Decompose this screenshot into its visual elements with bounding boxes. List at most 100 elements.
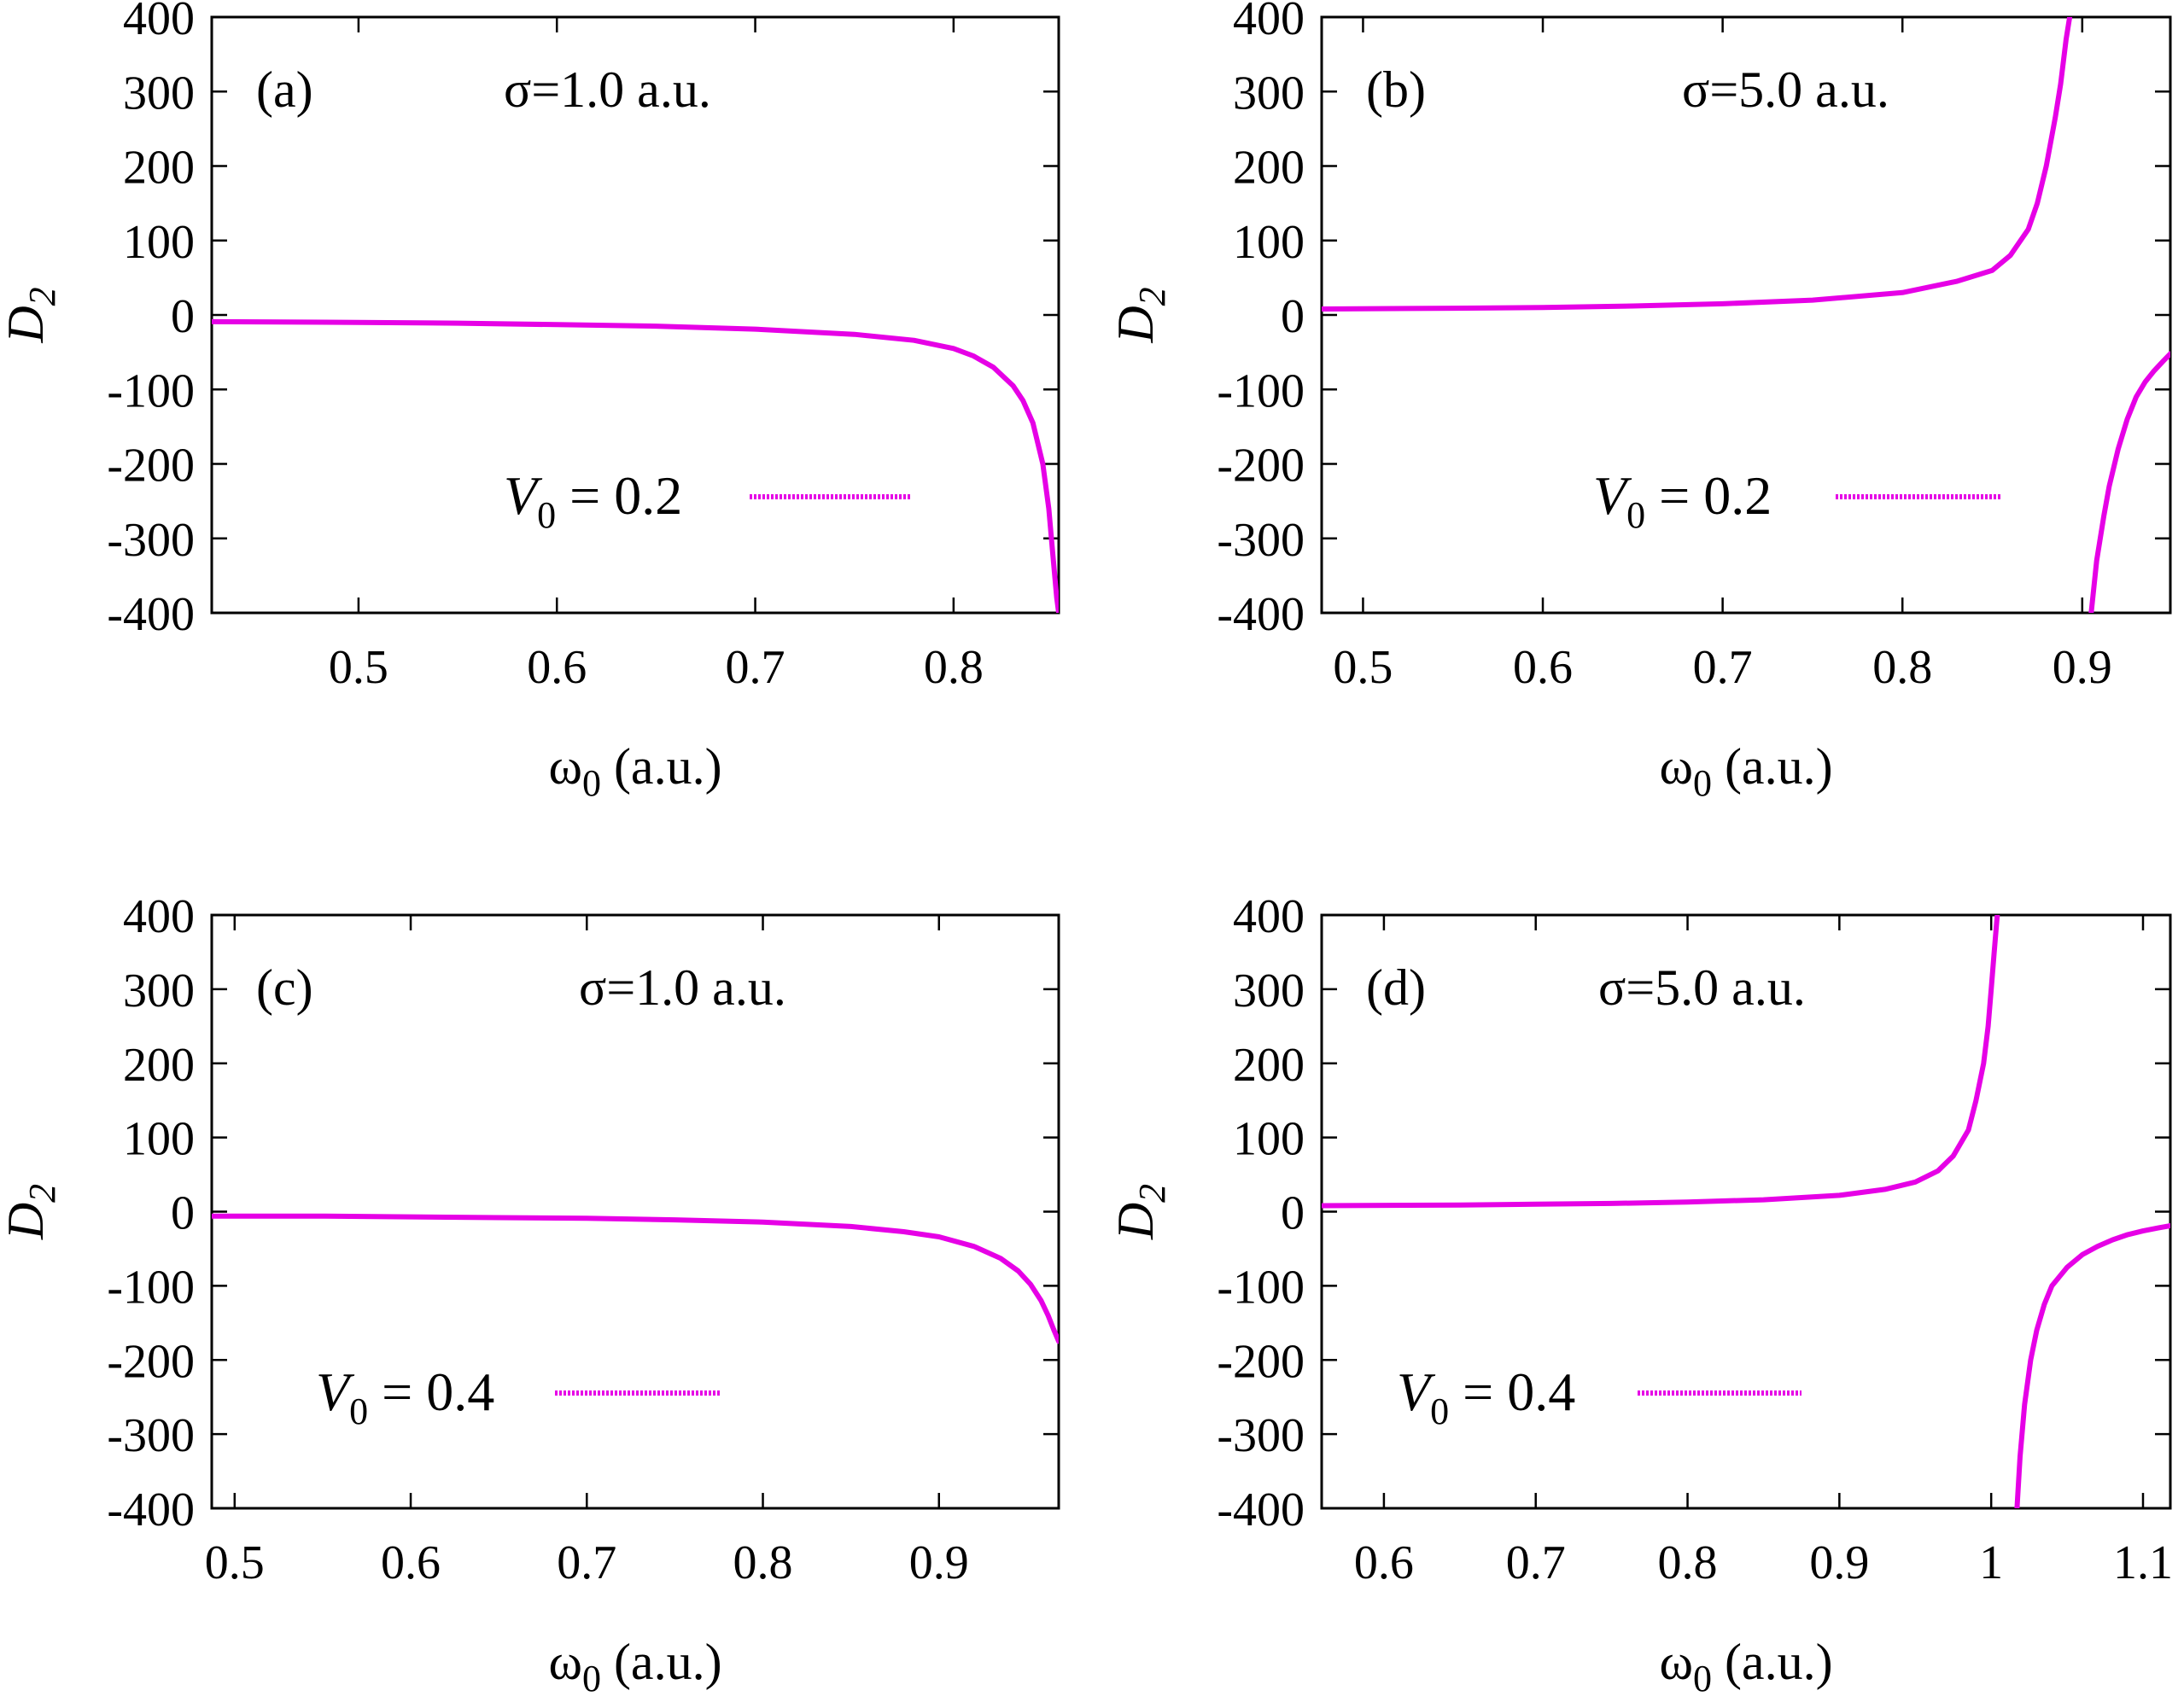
legend-label: V0 = 0.2 <box>1593 465 1772 536</box>
y-axis-label-subscript: 2 <box>21 1184 63 1203</box>
x-axis-label-unit: (a.u.) <box>601 1634 722 1690</box>
y-axis-label: D2 <box>1107 287 1173 343</box>
y-tick-label: 300 <box>123 67 195 120</box>
x-tick-label: 0.5 <box>329 641 388 694</box>
y-tick-label: -100 <box>107 364 195 417</box>
curve-group <box>212 318 1059 613</box>
y-tick-label: 100 <box>123 216 195 269</box>
x-tick-label: 0.7 <box>1506 1536 1566 1589</box>
x-tick-label: 0.9 <box>1809 1536 1869 1589</box>
legend-value: = 0.4 <box>368 1361 494 1422</box>
legend-symbol: V <box>1593 465 1632 526</box>
sigma-label: σ=1.0 a.u. <box>504 61 711 118</box>
panel-letter: (a) <box>256 61 313 118</box>
x-tick-label: 1 <box>1979 1536 2003 1589</box>
x-axis-label: ω0 (a.u.) <box>1659 738 1832 804</box>
x-axis-label-symbol: ω <box>548 738 582 795</box>
y-tick-label: -300 <box>1217 514 1305 567</box>
curve-group <box>1322 17 2170 613</box>
x-axis-label-symbol: ω <box>1659 1634 1693 1690</box>
y-tick-label: 0 <box>1281 290 1305 343</box>
y-tick-label: 100 <box>1233 1113 1305 1166</box>
x-tick-label: 0.5 <box>205 1536 265 1589</box>
y-axis-label-subscript: 2 <box>21 287 63 306</box>
x-tick-label: 0.6 <box>1354 1536 1414 1589</box>
panel-letter: (d) <box>1366 959 1426 1016</box>
x-tick-label: 0.7 <box>726 641 785 694</box>
panel-letter: (b) <box>1366 61 1426 118</box>
x-axis-label: ω0 (a.u.) <box>1659 1634 1832 1699</box>
y-tick-label: -200 <box>107 440 195 493</box>
legend-subscript: 0 <box>349 1390 368 1432</box>
legend-label: V0 = 0.4 <box>1397 1361 1575 1432</box>
y-tick-label: -300 <box>107 1409 195 1462</box>
y-tick-label: 300 <box>1233 965 1305 1017</box>
y-axis-label-symbol: D <box>0 1203 54 1240</box>
curve-group <box>212 1213 1059 1344</box>
legend-symbol: V <box>1397 1361 1436 1422</box>
x-axis-label: ω0 (a.u.) <box>548 738 721 804</box>
x-tick-label: 0.8 <box>1872 641 1932 694</box>
x-tick-label: 0.8 <box>733 1536 793 1589</box>
series-line <box>212 1213 1059 1344</box>
x-axis-label-subscript: 0 <box>1693 1658 1712 1699</box>
x-tick-label: 0.9 <box>2053 641 2112 694</box>
y-tick-label: -100 <box>1217 1261 1305 1314</box>
x-tick-label: 0.7 <box>557 1536 616 1589</box>
y-tick-label: -400 <box>1217 588 1305 641</box>
y-axis-label-symbol: D <box>1107 1203 1164 1240</box>
y-tick-label: 100 <box>1233 216 1305 269</box>
y-tick-label: 100 <box>123 1113 195 1166</box>
x-tick-label: 0.8 <box>1658 1536 1718 1589</box>
series-line <box>2088 351 2170 613</box>
legend-symbol: V <box>316 1361 355 1422</box>
y-tick-label: -300 <box>1217 1409 1305 1462</box>
legend-value: = 0.2 <box>1645 465 1772 526</box>
y-tick-label: -200 <box>1217 1335 1305 1388</box>
y-tick-label: 200 <box>123 142 195 195</box>
legend-value: = 0.4 <box>1449 1361 1575 1422</box>
y-tick-label: -200 <box>107 1335 195 1388</box>
y-tick-label: 200 <box>123 1039 195 1092</box>
legend-label: V0 = 0.4 <box>316 1361 494 1432</box>
y-tick-label: -400 <box>107 588 195 641</box>
x-tick-label: 0.7 <box>1693 641 1753 694</box>
sigma-label: σ=5.0 a.u. <box>1682 61 1889 118</box>
y-axis-label-subscript: 2 <box>1131 287 1173 306</box>
y-tick-label: 400 <box>1233 0 1305 45</box>
x-axis-label: ω0 (a.u.) <box>548 1634 721 1699</box>
x-tick-label: 0.9 <box>909 1536 969 1589</box>
y-tick-label: -100 <box>107 1261 195 1314</box>
x-tick-label: 0.5 <box>1333 641 1393 694</box>
y-tick-label: -100 <box>1217 364 1305 417</box>
legend-symbol: V <box>504 465 543 526</box>
y-tick-label: 400 <box>123 0 195 45</box>
x-axis-label-unit: (a.u.) <box>601 738 722 795</box>
x-tick-label: 0.6 <box>1513 641 1573 694</box>
y-tick-label: 300 <box>123 965 195 1017</box>
panel-letter: (c) <box>256 959 313 1016</box>
x-axis-label-subscript: 0 <box>582 762 601 804</box>
y-axis-label-symbol: D <box>0 306 54 343</box>
legend-subscript: 0 <box>1430 1390 1449 1432</box>
y-axis-label: D2 <box>0 287 63 343</box>
y-tick-label: 0 <box>171 1187 195 1240</box>
legend-subscript: 0 <box>537 494 556 536</box>
series-line <box>1322 915 2000 1209</box>
x-axis-label-subscript: 0 <box>582 1658 601 1699</box>
x-tick-label: 0.6 <box>527 641 587 694</box>
x-axis-label-unit: (a.u.) <box>1712 1634 1833 1690</box>
y-tick-label: 200 <box>1233 1039 1305 1092</box>
y-tick-label: -200 <box>1217 440 1305 493</box>
y-axis-label-subscript: 2 <box>1131 1184 1173 1203</box>
x-axis-label-symbol: ω <box>1659 738 1693 795</box>
y-axis-label: D2 <box>1107 1184 1173 1240</box>
y-tick-label: 0 <box>171 290 195 343</box>
sigma-label: σ=5.0 a.u. <box>1598 959 1806 1016</box>
x-tick-label: 0.8 <box>924 641 984 694</box>
